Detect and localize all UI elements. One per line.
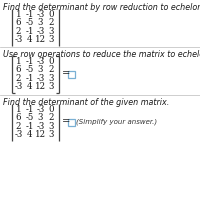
Text: Use row operations to reduce the matrix to echelon form.: Use row operations to reduce the matrix … [3,50,200,59]
Text: 4: 4 [27,82,32,91]
Text: =: = [62,70,70,79]
Text: 2: 2 [16,27,21,36]
Text: -3: -3 [14,82,23,91]
Text: =: = [62,117,70,126]
Text: Find the determinant of the given matrix.: Find the determinant of the given matrix… [3,98,169,107]
Text: 3: 3 [38,113,43,122]
Text: (Simplify your answer.): (Simplify your answer.) [76,119,158,125]
Text: 12: 12 [35,130,46,139]
Text: 1: 1 [16,57,21,66]
Text: -1: -1 [25,27,34,36]
Bar [68,119,74,125]
Text: 3: 3 [38,65,43,74]
Text: 3: 3 [49,74,54,83]
Text: -1: -1 [25,122,34,131]
Text: 6: 6 [16,18,21,27]
Text: 1: 1 [16,105,21,114]
Text: -1: -1 [25,74,34,83]
Text: 0: 0 [49,10,54,19]
Text: 12: 12 [35,82,46,91]
Text: -3: -3 [36,122,45,131]
Text: 0: 0 [49,105,54,114]
Text: 1: 1 [16,10,21,19]
Text: 12: 12 [35,35,46,44]
Text: -3: -3 [36,57,45,66]
Text: -3: -3 [36,74,45,83]
Text: 6: 6 [16,65,21,74]
Text: 2: 2 [49,65,54,74]
Text: 3: 3 [49,82,54,91]
Text: 2: 2 [49,18,54,27]
Text: -3: -3 [36,105,45,114]
Text: 2: 2 [49,113,54,122]
Text: 0: 0 [49,57,54,66]
Text: -1: -1 [25,10,34,19]
Text: 3: 3 [38,18,43,27]
Text: -5: -5 [25,65,34,74]
Text: -3: -3 [36,27,45,36]
Text: -3: -3 [14,35,23,44]
Text: 4: 4 [27,130,32,139]
Text: 2: 2 [16,74,21,83]
Text: -1: -1 [25,57,34,66]
Text: 6: 6 [16,113,21,122]
Text: -1: -1 [25,105,34,114]
Text: 3: 3 [49,27,54,36]
Text: -3: -3 [14,130,23,139]
Text: -5: -5 [25,113,34,122]
Text: 4: 4 [27,35,32,44]
Text: 3: 3 [49,35,54,44]
Text: 3: 3 [49,130,54,139]
Bar [68,70,74,77]
Text: 3: 3 [49,122,54,131]
Text: Find the determinant by row reduction to echelon form.: Find the determinant by row reduction to… [3,3,200,12]
Text: -3: -3 [36,10,45,19]
Text: 2: 2 [16,122,21,131]
Text: -5: -5 [25,18,34,27]
